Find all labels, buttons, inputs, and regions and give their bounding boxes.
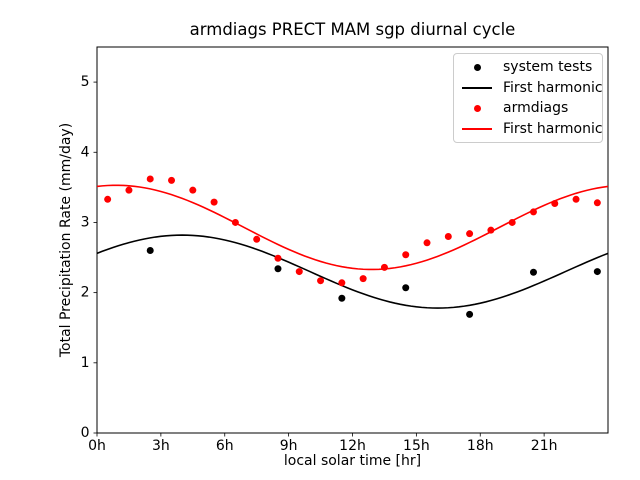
y-tick-label: 1 (81, 355, 90, 371)
y-tick-label: 0 (81, 425, 90, 441)
x-tick-label: 21h (531, 438, 558, 454)
scatter-point (317, 277, 325, 285)
legend-item-system-tests: system tests (460, 57, 596, 77)
legend-marker-box (460, 86, 494, 89)
scatter-point (444, 232, 452, 240)
scatter-point (210, 198, 218, 206)
legend-item-first-harmonic-black: First harmonic (460, 78, 603, 98)
scatter-point (466, 230, 474, 238)
scatter-point (125, 186, 133, 194)
legend-marker-box (460, 127, 494, 130)
scatter-point (338, 294, 346, 302)
scatter-point (529, 268, 537, 276)
legend-label: armdiags (503, 100, 569, 117)
scatter-point (295, 268, 303, 276)
scatter-point (168, 176, 176, 184)
x-tick-label: 3h (152, 438, 170, 454)
y-tick-label: 2 (81, 285, 90, 301)
y-axis-label: Total Precipitation Rate (mm/day) (58, 122, 74, 358)
legend: system tests First harmonic armdiags Fir… (453, 53, 603, 143)
scatter-point (253, 235, 261, 243)
legend-item-first-harmonic-red: First harmonic (460, 119, 603, 139)
legend-item-armdiags: armdiags (460, 98, 596, 118)
scatter-point (402, 251, 410, 259)
x-tick-label: 6h (216, 438, 234, 454)
legend-label: system tests (503, 59, 593, 76)
legend-label: First harmonic (503, 79, 603, 96)
y-tick-label: 5 (81, 74, 90, 90)
scatter-point (466, 310, 474, 318)
scatter-point (274, 265, 282, 273)
chart-title: armdiags PRECT MAM sgp diurnal cycle (189, 20, 516, 39)
scatter-point (402, 284, 410, 292)
scatter-point (146, 247, 154, 255)
scatter-point (189, 186, 197, 194)
harmonic-curve (96, 234, 609, 309)
legend-label: First harmonic (503, 120, 603, 137)
scatter-point (359, 275, 367, 283)
scatter-point (572, 195, 580, 203)
scatter-point (146, 175, 154, 183)
legend-marker-box (460, 104, 494, 112)
x-axis-label: local solar time [hr] (283, 453, 422, 469)
scatter-point (104, 195, 112, 203)
x-tick-label: 12h (339, 438, 366, 454)
dot-marker-icon (473, 104, 481, 112)
legend-marker-box (460, 63, 494, 71)
x-tick-label: 18h (467, 438, 494, 454)
dot-marker-icon (473, 63, 481, 71)
harmonic-curve (96, 184, 609, 271)
y-tick-label: 3 (81, 214, 90, 230)
line-marker-icon (462, 127, 492, 130)
x-tick-label: 0h (88, 438, 106, 454)
y-tick-label: 4 (81, 144, 90, 160)
scatter-point (274, 254, 282, 262)
scatter-point (593, 268, 601, 276)
x-tick-label: 9h (280, 438, 298, 454)
line-marker-icon (462, 86, 492, 89)
scatter-point (338, 279, 346, 287)
x-tick-label: 15h (403, 438, 430, 454)
scatter-point (423, 239, 431, 247)
scatter-point (593, 199, 601, 207)
